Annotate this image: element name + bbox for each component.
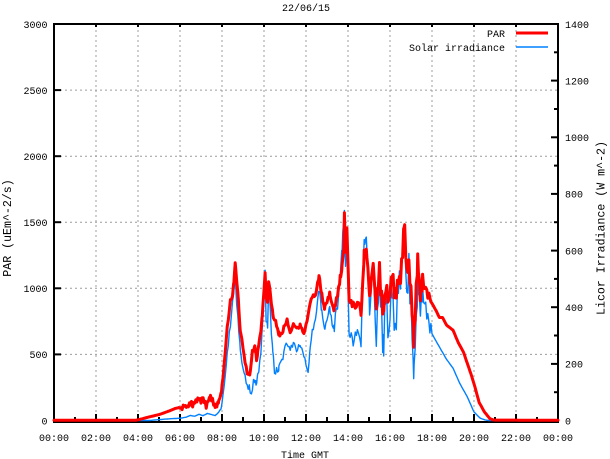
svg-text:20:00: 20:00 (459, 434, 489, 445)
svg-text:22:00: 22:00 (501, 434, 531, 445)
svg-text:0: 0 (41, 417, 47, 428)
svg-text:Solar irradiance: Solar irradiance (409, 43, 505, 55)
svg-text:06:00: 06:00 (165, 434, 195, 445)
svg-text:16:00: 16:00 (375, 434, 405, 445)
svg-text:0: 0 (565, 417, 571, 428)
svg-text:00:00: 00:00 (543, 434, 573, 445)
svg-text:22/06/15: 22/06/15 (282, 3, 330, 15)
svg-text:04:00: 04:00 (123, 434, 153, 445)
svg-text:00:00: 00:00 (39, 434, 69, 445)
svg-text:2500: 2500 (23, 87, 47, 98)
svg-text:1400: 1400 (565, 21, 589, 32)
svg-text:800: 800 (565, 191, 583, 202)
svg-text:3000: 3000 (23, 21, 47, 32)
svg-text:PAR: PAR (487, 30, 505, 41)
svg-text:Licor Irradiance (W m^-2): Licor Irradiance (W m^-2) (595, 141, 608, 315)
svg-text:500: 500 (29, 351, 47, 362)
svg-text:1500: 1500 (23, 219, 47, 230)
svg-text:200: 200 (565, 361, 583, 372)
svg-text:400: 400 (565, 304, 583, 315)
svg-text:14:00: 14:00 (333, 434, 363, 445)
svg-text:10:00: 10:00 (249, 434, 279, 445)
svg-text:1000: 1000 (565, 134, 589, 145)
svg-text:PAR (uEm^-2/s): PAR (uEm^-2/s) (2, 179, 15, 276)
svg-text:02:00: 02:00 (81, 434, 111, 445)
svg-text:600: 600 (565, 247, 583, 258)
svg-text:12:00: 12:00 (291, 434, 321, 445)
svg-text:18:00: 18:00 (417, 434, 447, 445)
svg-text:08:00: 08:00 (207, 434, 237, 445)
svg-text:1000: 1000 (23, 285, 47, 296)
svg-text:1200: 1200 (565, 77, 589, 88)
svg-text:2000: 2000 (23, 153, 47, 164)
svg-text:Time GMT: Time GMT (281, 450, 329, 459)
